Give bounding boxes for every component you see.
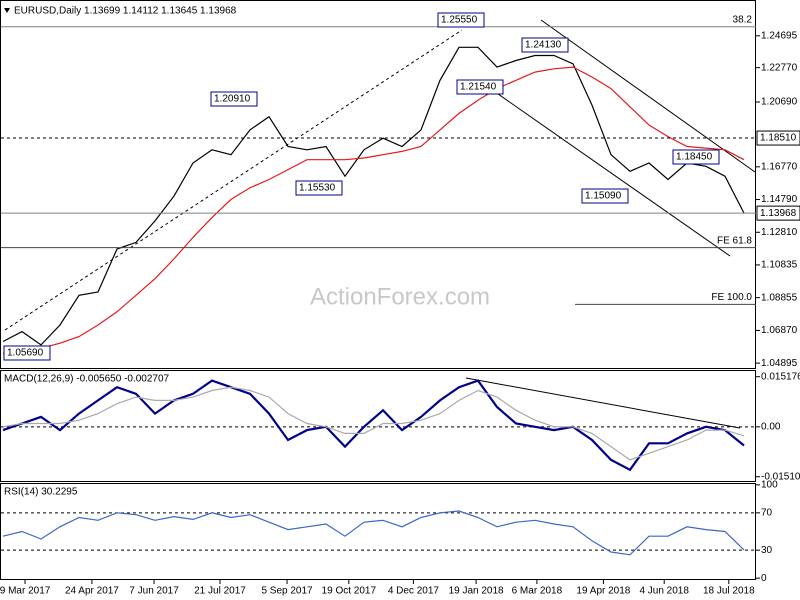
annotation-box: [581, 188, 629, 204]
y-tick-label: 0.00: [761, 421, 781, 432]
chart-title: EURUSD,Daily 1.13699 1.14112 1.13645 1.1…: [14, 6, 237, 17]
macd-panel: [0, 370, 756, 482]
y-tick-label: 1.10835: [761, 260, 798, 271]
level-label: FE 61.8: [717, 235, 752, 246]
trend-line: [4, 29, 463, 331]
x-tick-label: 5 Sep 2017: [261, 586, 313, 597]
annotation-box: [210, 91, 258, 107]
y-tick-label: 1.04895: [761, 358, 798, 369]
level-box: [756, 205, 800, 221]
annotation-box: [456, 79, 504, 95]
y-tick-label: 0.015176: [761, 371, 800, 382]
level-label: 1.13968: [760, 208, 797, 219]
series-line: [2, 379, 745, 472]
x-tick-label: 18 Jul 2018: [703, 586, 755, 597]
y-tick-label: 1.12810: [761, 227, 798, 238]
macd-trend-line: [465, 377, 741, 429]
annotation-box: [3, 345, 51, 361]
watermark: ActionForex.com: [310, 283, 490, 310]
level-label: 38.2: [733, 14, 753, 25]
x-tick-label: 21 Jul 2017: [194, 586, 246, 597]
channel-line: [540, 19, 756, 173]
annotation-label: 1.24130: [525, 40, 562, 51]
x-tick-label: 24 Apr 2017: [65, 586, 119, 597]
level-label: FE 100.0: [711, 292, 752, 303]
x-tick-label: 19 Oct 2017: [322, 586, 377, 597]
series-line: [2, 46, 745, 346]
annotation-label: 1.15530: [299, 183, 336, 194]
annotation-label: 1.20910: [214, 94, 251, 105]
x-tick-label: 4 Dec 2017: [388, 586, 440, 597]
annotation-label: 1.05690: [7, 348, 44, 359]
annotation-label: 1.25550: [441, 15, 478, 26]
x-tick-label: 19 Apr 2018: [576, 586, 630, 597]
macd-title: MACD(12,26,9) -0.005650 -0.002707: [4, 374, 170, 385]
annotation-box: [672, 149, 720, 165]
y-tick-label: 70: [761, 507, 773, 518]
y-tick-label: 100: [761, 480, 778, 491]
level-label: 1.18510: [760, 133, 797, 144]
annotation-label: 1.18450: [676, 152, 713, 163]
y-tick-label: 0: [761, 573, 767, 584]
rsi-panel: [0, 483, 756, 580]
level-box: [756, 130, 800, 146]
annotation-box: [521, 37, 569, 53]
series-line: [2, 66, 745, 354]
x-tick-label: 7 Jun 2017: [129, 586, 179, 597]
y-tick-label: 1.14790: [761, 194, 798, 205]
channel-line: [477, 79, 731, 257]
y-tick-label: 1.06870: [761, 325, 798, 336]
x-tick-label: 9 Mar 2017: [0, 586, 51, 597]
y-tick-label: -0.015105: [761, 471, 800, 482]
y-tick-label: 1.16770: [761, 161, 798, 172]
y-tick-label: 1.20690: [761, 97, 798, 108]
x-tick-label: 6 Mar 2018: [512, 586, 563, 597]
annotation-label: 1.15090: [585, 191, 622, 202]
annotation-box: [295, 180, 343, 196]
y-tick-label: 1.22770: [761, 62, 798, 73]
y-tick-label: 1.24695: [761, 30, 798, 41]
x-tick-label: 4 Jun 2018: [639, 586, 689, 597]
x-tick-label: 19 Jan 2018: [449, 586, 504, 597]
y-tick-label: 30: [761, 545, 773, 556]
series-line: [2, 386, 745, 461]
price-panel: [0, 0, 756, 369]
annotation-label: 1.21540: [460, 82, 497, 93]
y-tick-label: 1.08855: [761, 292, 798, 303]
series-line: [2, 510, 745, 556]
title-marker: [4, 8, 10, 13]
annotation-box: [437, 12, 485, 28]
rsi-title: RSI(14) 30.2295: [4, 487, 78, 498]
